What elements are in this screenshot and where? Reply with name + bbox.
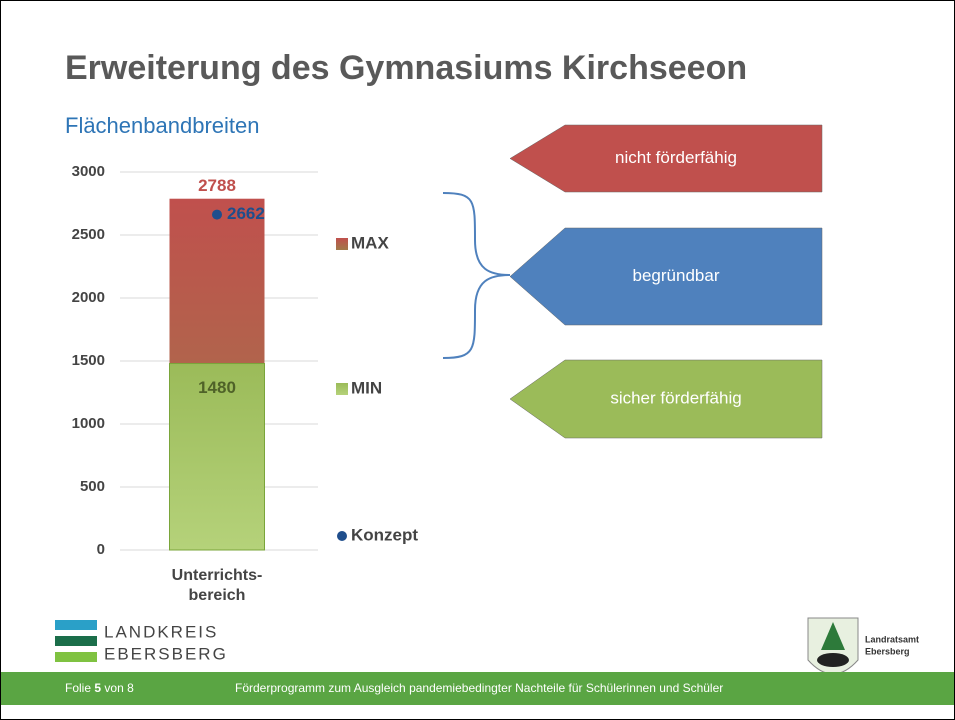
legend-label: Konzept <box>351 525 418 544</box>
y-tick-label: 2500 <box>72 226 105 243</box>
konzept-point <box>212 209 222 220</box>
footer-text: 5 <box>94 681 101 695</box>
arrow-label: nicht förderfähig <box>615 148 737 167</box>
logo-stripe <box>55 652 97 662</box>
logo-text: EBERSBERG <box>104 644 228 663</box>
arrow <box>509 359 823 439</box>
footer-text: Förderprogramm zum Ausgleich pandemiebed… <box>235 681 723 695</box>
slide-title: Erweiterung des Gymnasiums Kirchseeon <box>65 49 747 87</box>
y-tick-label: 1000 <box>72 415 105 432</box>
logo-stripe <box>55 636 97 646</box>
logo-stripe <box>55 620 97 630</box>
footer-bar <box>1 672 954 705</box>
footer-text: Folie <box>65 681 91 695</box>
legend-swatch <box>336 383 348 395</box>
arrow-label: sicher förderfähig <box>610 388 741 407</box>
data-label: 2662 <box>227 204 265 223</box>
legend-label: MAX <box>351 233 389 252</box>
footer-text: von <box>104 681 123 695</box>
legend-swatch <box>337 531 347 541</box>
footer-text: 8 <box>127 681 134 695</box>
y-tick-label: 0 <box>97 541 105 558</box>
footer-slide: Folie 5 von 8 <box>65 681 134 695</box>
arrow <box>509 227 823 326</box>
arrow-label: begründbar <box>633 266 720 285</box>
coat-tree <box>821 622 845 650</box>
legend-label: MIN <box>351 378 382 397</box>
y-tick-label: 500 <box>80 478 105 495</box>
legend-swatch <box>336 238 348 250</box>
logo-text: LANDKREIS <box>104 622 218 641</box>
x-tick-label: Unterrichts-bereich <box>171 567 263 604</box>
y-tick-label: 3000 <box>72 163 105 180</box>
chart-title: Flächenbandbreiten <box>65 113 259 138</box>
data-label: 2788 <box>198 176 236 195</box>
y-tick-label: 1500 <box>72 352 105 369</box>
coat-boar <box>817 653 849 667</box>
logo-text: Ebersberg <box>865 646 910 656</box>
brace <box>442 192 511 359</box>
logo-text: Landratsamt <box>865 634 919 644</box>
bar <box>169 363 265 551</box>
data-label: 1480 <box>198 378 236 397</box>
arrow <box>509 124 823 193</box>
y-tick-label: 2000 <box>72 289 105 306</box>
